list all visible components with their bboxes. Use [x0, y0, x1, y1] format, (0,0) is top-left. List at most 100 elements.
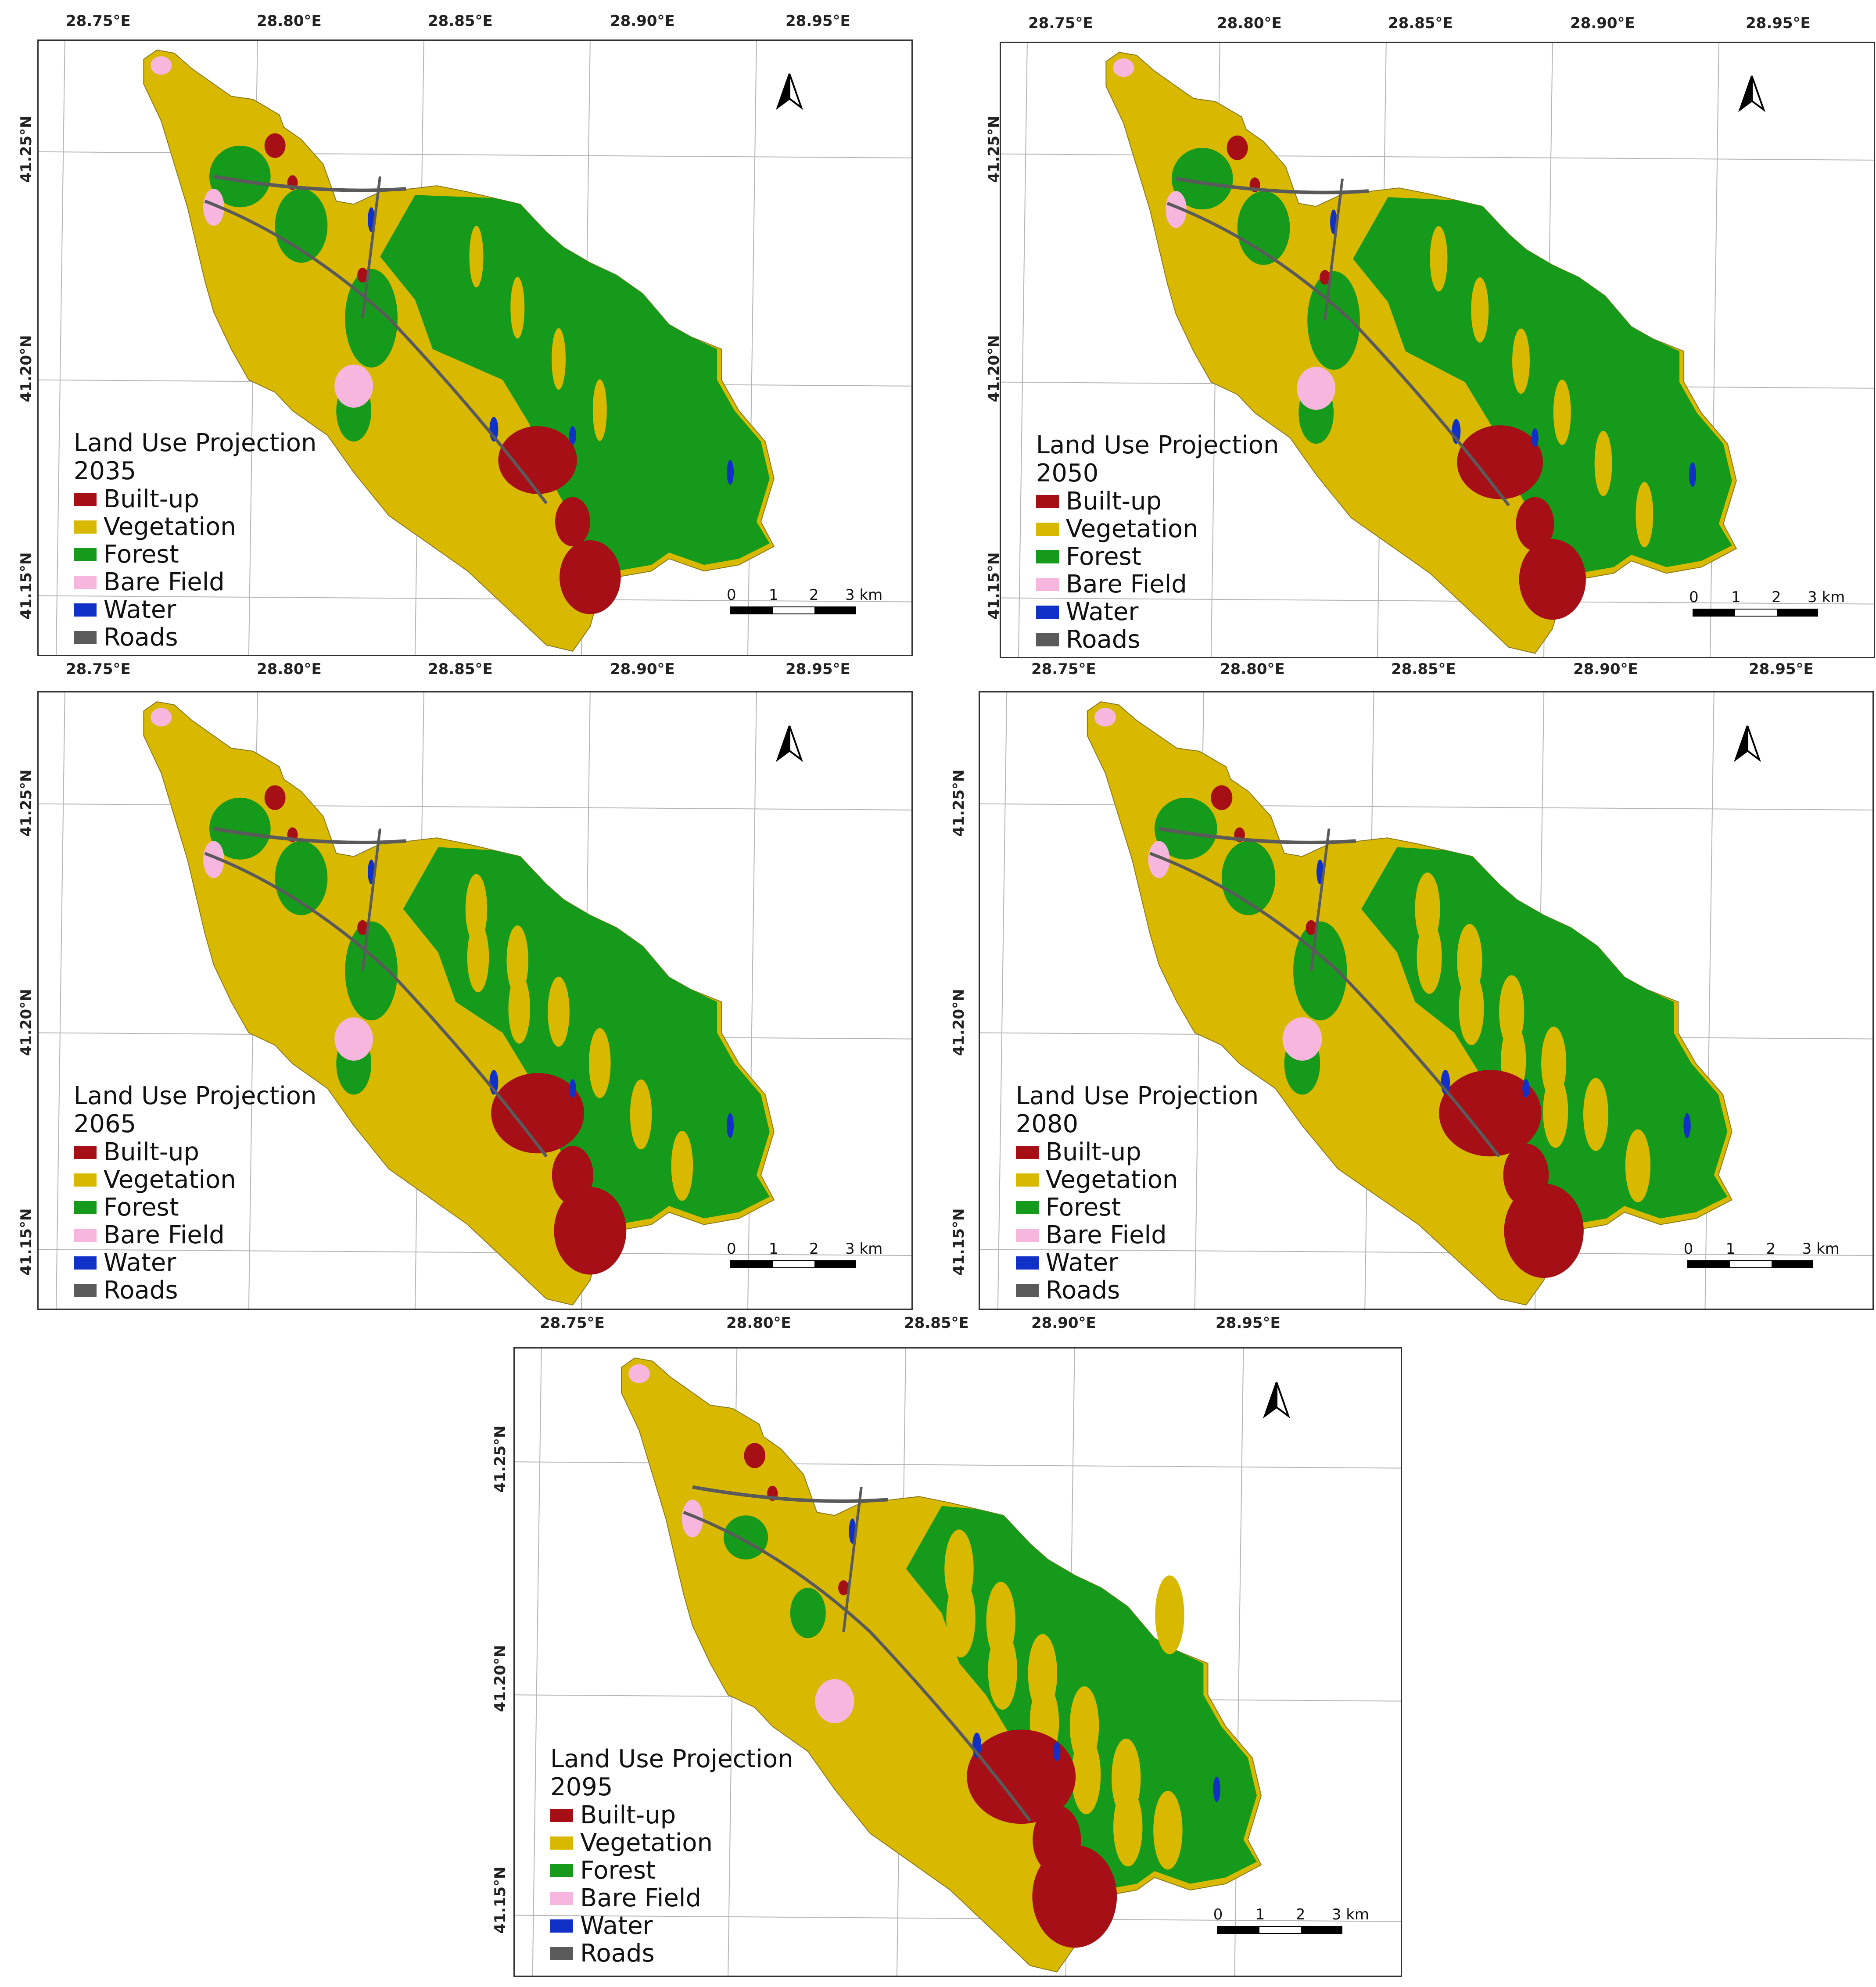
- legend-item: Forest: [550, 1857, 793, 1884]
- longitude-label: 28.95°E: [786, 660, 850, 678]
- legend-item: Forest: [73, 1194, 317, 1221]
- scale-label: 0: [1683, 1240, 1693, 1258]
- legend-label: Roads: [580, 1939, 655, 1968]
- legend-item: Vegetation: [73, 1166, 317, 1194]
- roads: [1176, 177, 1369, 194]
- latitude-label: 41.15°N: [491, 1866, 509, 1934]
- scale-bar: 0 1 2 3 km: [727, 1240, 882, 1271]
- legend-label: Bare Field: [1045, 1220, 1167, 1249]
- longitude-label: 28.75°E: [540, 1314, 605, 1332]
- legend-title: Land Use Projection: [1015, 1082, 1259, 1111]
- longitude-label: 28.95°E: [786, 12, 850, 30]
- graticule-meridian: [1018, 43, 1028, 657]
- legend-item: Built-up: [550, 1801, 793, 1829]
- longitude-label: 28.80°E: [726, 1314, 791, 1332]
- graticule-meridian: [997, 692, 1008, 1309]
- graticule-meridian: [55, 692, 65, 1309]
- longitude-label: 28.80°E: [1220, 660, 1285, 678]
- roads: [213, 827, 407, 844]
- legend-item: Water: [73, 1248, 317, 1277]
- scale-label: 1: [1731, 588, 1741, 606]
- legend-label: Vegetation: [1045, 1165, 1178, 1194]
- latitude-label: 41.15°N: [985, 552, 1003, 620]
- legend-label: Roads: [1045, 1276, 1120, 1305]
- legend-year: 2035: [73, 457, 136, 486]
- legend-title: Land Use Projection: [73, 429, 317, 458]
- scale-label: 3 km: [845, 586, 883, 604]
- land-use-map: [39, 692, 911, 1309]
- forest-zone: [1353, 197, 1732, 574]
- legend-swatch: [550, 1808, 573, 1822]
- scale-bar: 0 1 2 3 km: [1689, 588, 1845, 619]
- legend-swatch: [1036, 550, 1059, 563]
- scale-label: 3 km: [1331, 1905, 1369, 1923]
- legend-swatch: [73, 1145, 97, 1159]
- legend-label: Bare Field: [103, 1220, 225, 1249]
- legend-swatch: [1036, 522, 1059, 536]
- scale-label: 2: [1766, 1240, 1776, 1258]
- longitude-label: 28.85°E: [1391, 660, 1456, 678]
- legend-label: Bare Field: [103, 567, 225, 596]
- legend-swatch: [73, 548, 97, 561]
- legend: Land Use Projection 2080 Built-up Vegeta…: [1015, 1082, 1259, 1305]
- legend-item: Water: [1015, 1249, 1259, 1277]
- graticule-parallel: [39, 803, 911, 811]
- legend-item: Water: [550, 1912, 793, 1940]
- scale-label: 3 km: [1808, 588, 1845, 606]
- legend-swatch: [1036, 495, 1059, 508]
- longitude-label: 28.85°E: [428, 12, 493, 30]
- latitude-label: 41.25°N: [18, 115, 35, 183]
- legend-swatch: [73, 1256, 97, 1270]
- legend-swatch: [1015, 1256, 1039, 1270]
- legend-swatch: [1015, 1173, 1039, 1187]
- legend-swatch: [550, 1919, 573, 1933]
- legend-label: Vegetation: [1065, 514, 1198, 543]
- longitude-label: 28.75°E: [66, 12, 131, 30]
- graticule-meridian: [55, 41, 65, 655]
- legend-swatch: [1036, 633, 1059, 646]
- legend-label: Forest: [103, 540, 179, 569]
- legend-item: Vegetation: [1015, 1165, 1259, 1194]
- legend-swatch: [73, 631, 97, 644]
- scale-label: 3 km: [845, 1240, 883, 1258]
- longitude-label: 28.75°E: [1028, 14, 1093, 32]
- scale-label: 0: [727, 1240, 736, 1258]
- legend-item: Forest: [73, 540, 317, 569]
- legend-label: Forest: [1045, 1193, 1121, 1222]
- scale-label: 2: [1295, 1905, 1306, 1923]
- latitude-label: 41.25°N: [491, 1425, 509, 1493]
- legend-swatch: [1015, 1228, 1039, 1242]
- legend-year: 2065: [73, 1110, 136, 1139]
- legend-item: Bare Field: [73, 1220, 317, 1249]
- legend-swatch: [550, 1891, 573, 1905]
- legend-item: Bare Field: [550, 1884, 793, 1912]
- north-arrow-icon: [1733, 725, 1761, 762]
- legend-title: Land Use Projection: [73, 1082, 317, 1111]
- legend-label: Water: [103, 595, 176, 624]
- legend-year: 2095: [550, 1773, 613, 1802]
- legend-title: Land Use Projection: [550, 1745, 793, 1774]
- north-arrow-icon: [1738, 75, 1765, 112]
- legend-item: Roads: [1015, 1276, 1259, 1305]
- legend-label: Built-up: [580, 1800, 676, 1829]
- longitude-label: 28.75°E: [66, 660, 131, 678]
- longitude-label: 28.90°E: [610, 12, 675, 30]
- legend-label: Built-up: [103, 1137, 200, 1166]
- legend-label: Roads: [103, 1276, 178, 1305]
- legend-label: Water: [103, 1248, 176, 1277]
- scale-label: 2: [809, 1240, 819, 1258]
- legend-item: Roads: [1036, 626, 1279, 653]
- longitude-label: 28.95°E: [1749, 660, 1814, 678]
- legend-swatch: [1015, 1284, 1039, 1297]
- latitude-label: 41.20°N: [18, 989, 35, 1056]
- land-use-map: [515, 1349, 1401, 1976]
- graticule-parallel: [39, 151, 911, 158]
- legend-label: Vegetation: [580, 1828, 713, 1857]
- legend-item: Roads: [73, 624, 317, 651]
- longitude-label: 28.75°E: [1031, 660, 1096, 678]
- legend-label: Forest: [1065, 542, 1141, 571]
- legend-label: Water: [1065, 597, 1139, 626]
- scale-label: 1: [1725, 1240, 1736, 1258]
- latitude-label: 41.15°N: [950, 1208, 968, 1276]
- legend-swatch: [73, 1284, 97, 1297]
